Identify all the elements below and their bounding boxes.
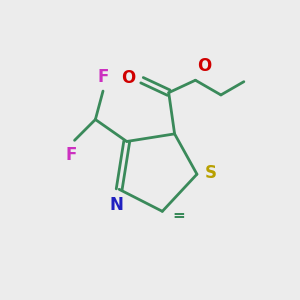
Text: F: F: [97, 68, 109, 86]
Text: O: O: [197, 57, 211, 75]
Text: N: N: [110, 196, 124, 214]
Text: S: S: [204, 164, 216, 182]
Text: O: O: [121, 69, 136, 87]
Text: F: F: [66, 146, 77, 164]
Text: =: =: [172, 208, 185, 223]
